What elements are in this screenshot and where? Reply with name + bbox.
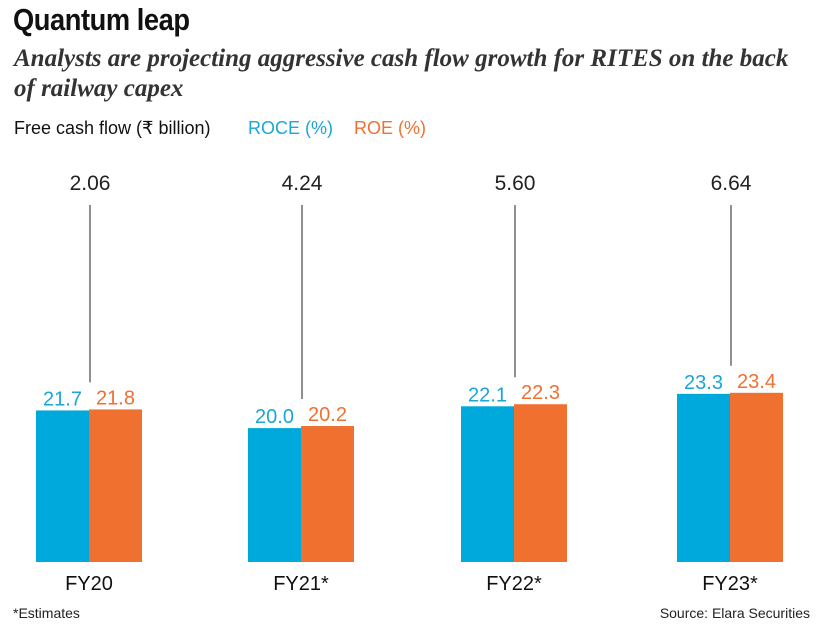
roe-value-label: 21.8 <box>96 387 135 409</box>
legend-free-cash-flow: Free cash flow (₹ billion) <box>14 118 211 138</box>
roe-bar <box>730 392 783 562</box>
roe-value-label: 20.2 <box>308 404 347 426</box>
roe-value-label: 22.3 <box>521 382 560 404</box>
fcf-value-label: 2.06 <box>70 172 111 195</box>
chart-title: Quantum leap <box>13 2 190 37</box>
fcf-value-label: 6.64 <box>711 172 752 195</box>
x-axis-category-label: FY21* <box>273 573 329 595</box>
roe-bar <box>89 409 142 562</box>
fcf-value-label: 5.60 <box>495 172 536 195</box>
roce-value-label: 21.7 <box>43 388 82 410</box>
roce-bar <box>461 406 514 562</box>
roce-value-label: 23.3 <box>684 372 723 394</box>
x-axis-category-label: FY23* <box>702 573 758 595</box>
roce-value-label: 20.0 <box>255 406 294 428</box>
roe-bar <box>514 404 567 562</box>
roce-bar <box>248 428 301 562</box>
roe-bar <box>301 426 354 562</box>
roce-bar <box>36 410 89 562</box>
chart-subtitle: Analysts are projecting aggressive cash … <box>14 45 789 102</box>
roce-bar <box>677 393 730 562</box>
roe-value-label: 23.4 <box>737 371 776 393</box>
fcf-value-label: 4.24 <box>282 172 323 195</box>
source-note: Source: Elara Securities <box>659 605 810 621</box>
legend-roe: ROE (%) <box>354 118 426 138</box>
footnote: *Estimates <box>13 605 80 621</box>
roce-value-label: 22.1 <box>468 384 507 406</box>
x-axis-category-label: FY20 <box>65 573 113 595</box>
legend-roce: ROCE (%) <box>248 118 333 138</box>
x-axis-category-label: FY22* <box>486 573 542 595</box>
